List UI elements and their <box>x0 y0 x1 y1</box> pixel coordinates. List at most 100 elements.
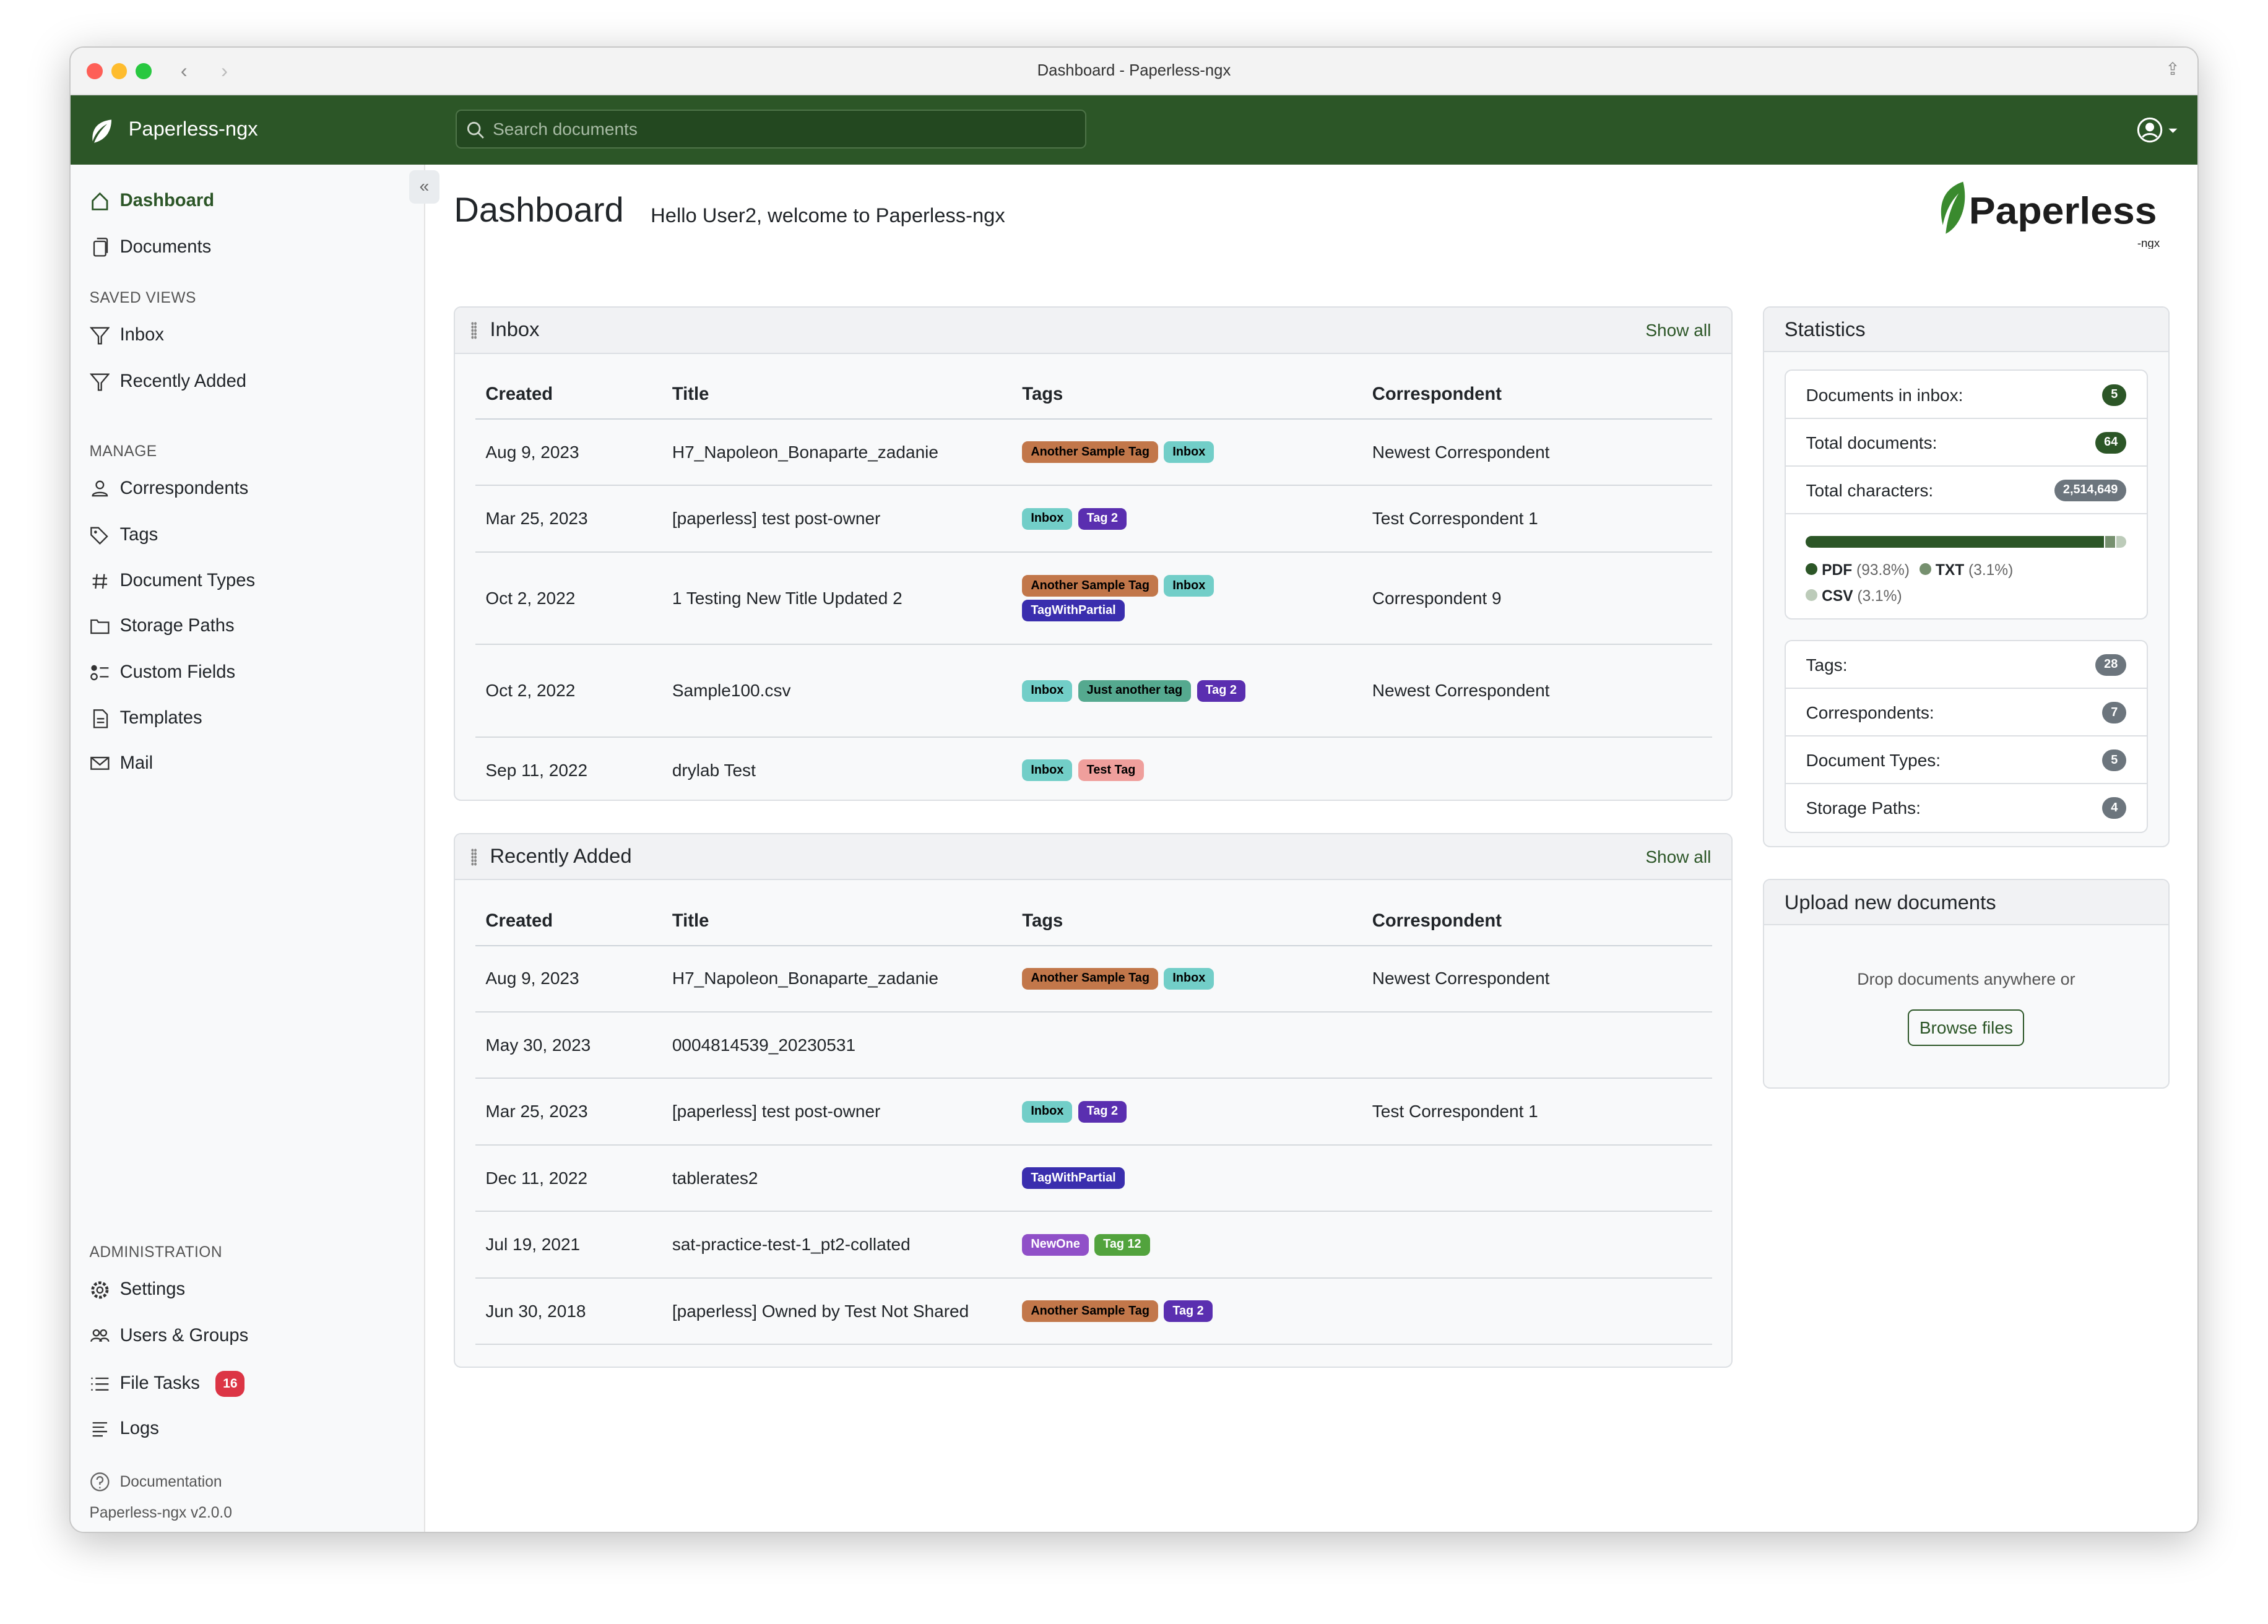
table-row[interactable]: Oct 2, 2022 1 Testing New Title Updated 2… <box>475 551 1712 646</box>
close-window-button[interactable] <box>86 63 103 80</box>
file-type-breakdown: PDF (93.8%) TXT (3.1%) CSV (3.1%) <box>1786 514 2147 618</box>
cell-title: H7_Napoleon_Bonaparte_zadanie <box>662 945 1012 1013</box>
column-header[interactable]: Correspondent <box>1362 371 1712 420</box>
sidebar-item-document-types[interactable]: Document Types <box>90 569 255 592</box>
tag-badge[interactable]: Test Tag <box>1078 759 1145 782</box>
sidebar-item-logs[interactable]: Logs <box>90 1417 159 1440</box>
tag-badge[interactable]: Inbox <box>1164 441 1214 464</box>
sidebar-item-users-groups[interactable]: Users & Groups <box>90 1324 248 1347</box>
sidebar-item-mail[interactable]: Mail <box>90 752 153 775</box>
sidebar-item-label: Correspondents <box>119 478 249 498</box>
collapse-sidebar-button[interactable]: « <box>409 170 439 204</box>
back-icon[interactable]: ‹ <box>180 59 188 82</box>
table-row[interactable]: Oct 2, 2022 Sample100.csv Inbox Just anothe… <box>475 644 1712 738</box>
cell-correspondent[interactable] <box>1362 1011 1712 1079</box>
documentation-link[interactable]: Documentation <box>90 1471 222 1493</box>
sidebar-item-inbox[interactable]: Inbox <box>89 324 164 347</box>
tag-badge[interactable]: Another Sample Tag <box>1022 441 1158 464</box>
tag-badge[interactable]: Inbox <box>1164 967 1214 990</box>
cell-correspondent[interactable]: Newest Correspondent <box>1362 644 1712 738</box>
cell-correspondent[interactable] <box>1362 1144 1712 1212</box>
cell-tags: Another Sample Tag Inbox <box>1011 945 1362 1013</box>
sidebar-item-file-tasks[interactable]: File Tasks 16 <box>90 1370 245 1397</box>
column-header[interactable]: Correspondent <box>1362 897 1712 946</box>
statistic-item[interactable]: Correspondents: 7 <box>1785 689 2147 736</box>
envelope-icon <box>90 756 110 770</box>
tag-badge[interactable]: Inbox <box>1022 680 1073 702</box>
upload-widget: Upload new documents Drop documents anyw… <box>1763 879 2170 1089</box>
cell-tags: Inbox Tag 2 <box>1011 1078 1362 1146</box>
tag-badge[interactable]: Another Sample Tag <box>1022 967 1158 990</box>
table-row[interactable]: Mar 25, 2023 [paperless] test post-owner I… <box>475 1078 1712 1146</box>
cell-created: Aug 9, 2023 <box>475 945 662 1013</box>
user-menu-button[interactable] <box>2137 117 2180 149</box>
table-row[interactable]: Mar 25, 2023 [paperless] test post-owner I… <box>475 485 1712 553</box>
maximize-window-button[interactable] <box>136 63 152 80</box>
table-row[interactable]: Dec 11, 2022 tablerates2 TagWithPartial <box>475 1144 1712 1212</box>
drag-handle-icon[interactable] <box>471 322 477 340</box>
welcome-message: Hello User2, welcome to Paperless-ngx <box>651 204 1005 227</box>
sidebar-item-correspondents[interactable]: Correspondents <box>90 477 249 500</box>
column-header[interactable]: Tags <box>1011 371 1362 420</box>
sidebar-item-custom-fields[interactable]: Custom Fields <box>90 661 235 684</box>
sidebar-item-documents[interactable]: Documents <box>90 236 211 259</box>
tag-badge[interactable]: Another Sample Tag <box>1022 1300 1158 1323</box>
column-header[interactable]: Created <box>475 371 662 420</box>
sidebar-item-settings[interactable]: Settings <box>90 1278 185 1301</box>
browse-files-button[interactable]: Browse files <box>1908 1009 2025 1047</box>
tag-badge[interactable]: Tag 12 <box>1094 1233 1150 1256</box>
tag-badge[interactable]: Just another tag <box>1078 680 1192 702</box>
tag-badge[interactable]: Tag 2 <box>1078 1100 1127 1123</box>
sidebar-item-storage-paths[interactable]: Storage Paths <box>90 615 235 637</box>
tag-badge[interactable]: Another Sample Tag <box>1022 575 1158 597</box>
tag-badge[interactable]: Tag 2 <box>1164 1300 1213 1323</box>
tag-badge[interactable]: Tag 2 <box>1197 680 1245 702</box>
search-input[interactable]: Search documents <box>455 110 1086 149</box>
cell-correspondent[interactable]: Test Correspondent 1 <box>1362 485 1712 553</box>
app-brand[interactable]: Paperless-ngx <box>128 116 258 140</box>
tag-badge[interactable]: Inbox <box>1164 575 1214 597</box>
cell-correspondent[interactable]: Test Correspondent 1 <box>1362 1078 1712 1146</box>
tag-badge[interactable]: Inbox <box>1022 508 1073 530</box>
sidebar-item-tags[interactable]: Tags <box>90 524 158 546</box>
drag-handle-icon[interactable] <box>471 848 477 866</box>
column-header[interactable]: Title <box>662 371 1012 420</box>
table-row[interactable]: Aug 9, 2023 H7_Napoleon_Bonaparte_zadanie… <box>475 945 1712 1013</box>
column-header[interactable]: Created <box>475 897 662 946</box>
table-row[interactable]: Jul 19, 2021 sat-practice-test-1_pt2-coll… <box>475 1211 1712 1279</box>
table-row[interactable]: May 30, 2023 0004814539_20230531 <box>475 1011 1712 1079</box>
cell-correspondent[interactable] <box>1362 1277 1712 1345</box>
cell-correspondent[interactable] <box>1362 737 1712 800</box>
sidebar-item-templates[interactable]: Templates <box>90 707 202 730</box>
cell-tags: Inbox Just another tag Tag 2 <box>1011 644 1362 738</box>
sidebar-item-dashboard[interactable]: Dashboard <box>90 189 214 212</box>
tag-badge[interactable]: TagWithPartial <box>1022 600 1125 622</box>
statistic-item[interactable]: Storage Paths: 4 <box>1786 784 2147 832</box>
tag-badge[interactable]: Tag 2 <box>1078 508 1127 530</box>
legend-dot-icon <box>1806 589 1818 601</box>
inbox-show-all-link[interactable]: Show all <box>1645 321 1712 340</box>
share-icon[interactable]: ⇪ <box>2165 59 2180 79</box>
list-task-icon <box>90 1377 108 1391</box>
widget-title: Inbox <box>490 317 540 341</box>
tag-badge[interactable]: TagWithPartial <box>1022 1167 1125 1190</box>
cell-correspondent[interactable]: Newest Correspondent <box>1362 418 1712 486</box>
table-row[interactable]: Aug 9, 2023 H7_Napoleon_Bonaparte_zadanie… <box>475 418 1712 486</box>
tag-badge[interactable]: Inbox <box>1022 759 1073 782</box>
tag-badge[interactable]: NewOne <box>1022 1233 1089 1256</box>
recent-show-all-link[interactable]: Show all <box>1645 847 1712 866</box>
cell-correspondent[interactable] <box>1362 1211 1712 1279</box>
sidebar-item-label: Tags <box>119 524 158 545</box>
table-row[interactable]: Jun 30, 2018 [paperless] Owned by Test No… <box>475 1277 1712 1345</box>
column-header[interactable]: Tags <box>1011 897 1362 946</box>
column-header[interactable]: Title <box>662 897 1012 946</box>
tag-badge[interactable]: Inbox <box>1022 1100 1073 1123</box>
minimize-window-button[interactable] <box>111 63 128 80</box>
cell-correspondent[interactable]: Newest Correspondent <box>1362 945 1712 1013</box>
statistic-item[interactable]: Tags: 28 <box>1785 641 2147 689</box>
cell-correspondent[interactable]: Correspondent 9 <box>1362 551 1712 646</box>
table-row[interactable]: Sep 11, 2022 drylab Test Inbox Test Tag <box>475 737 1712 800</box>
statistic-item[interactable]: Document Types: 5 <box>1785 736 2147 785</box>
sidebar-item-recently-added[interactable]: Recently Added <box>89 370 246 393</box>
forward-icon[interactable]: › <box>221 59 228 82</box>
